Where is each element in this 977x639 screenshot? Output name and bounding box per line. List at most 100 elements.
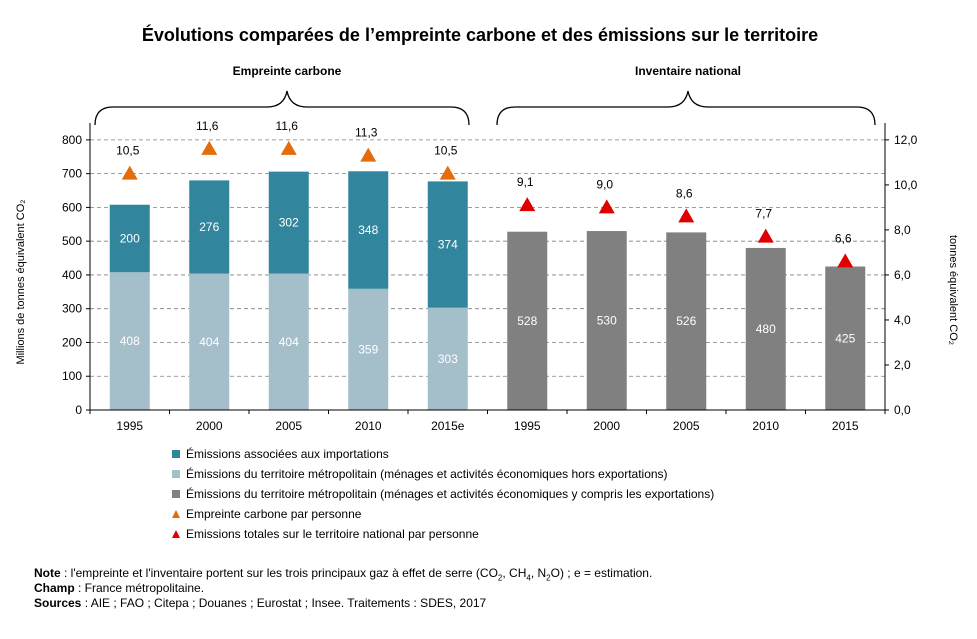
note-text-3: , N — [530, 566, 547, 580]
bar-value-label: 526 — [676, 314, 696, 328]
bar-value-label: 530 — [597, 314, 617, 328]
note-line: Note : l'empreinte et l'inventaire porte… — [34, 566, 653, 583]
bar-value-label: 480 — [756, 322, 776, 336]
y-right-tick-label: 6,0 — [894, 268, 911, 282]
y-left-tick-label: 800 — [62, 133, 82, 147]
champ-text: : France métropolitaine. — [74, 581, 205, 595]
bar — [109, 204, 150, 273]
bar — [507, 231, 548, 410]
legend-label-territoire-avec-export: Émissions du territoire métropolitain (m… — [186, 487, 715, 501]
y-left-tick-label: 600 — [62, 200, 82, 214]
bar — [666, 232, 707, 410]
bar-value-label: 404 — [279, 335, 299, 349]
y-right-tick-label: 8,0 — [894, 223, 911, 237]
triangle-marker — [280, 140, 297, 155]
bar-value-label: 374 — [438, 238, 458, 252]
bar-value-label: 404 — [199, 335, 219, 349]
champ-line: Champ : France métropolitaine. — [34, 581, 652, 596]
y-right-tick-label: 4,0 — [894, 313, 911, 327]
sources-line: Sources : AIE ; FAO ; Citepa ; Douanes ;… — [34, 596, 652, 611]
marker-value-label: 8,6 — [676, 186, 693, 200]
bar-value-label: 303 — [438, 352, 458, 366]
x-tick-label: 2010 — [752, 419, 779, 433]
bar — [427, 181, 468, 308]
note-text-2: , CH — [502, 566, 527, 580]
legend-label-empreinte-par-personne: Empreinte carbone par personne — [186, 507, 362, 521]
bar-value-label: 425 — [835, 331, 855, 345]
marker-value-label: 7,7 — [755, 207, 772, 221]
bar-value-label: 302 — [279, 216, 299, 230]
y-left-tick-label: 300 — [62, 302, 82, 316]
bar — [268, 273, 309, 410]
bar-value-label: 408 — [120, 334, 140, 348]
y-axis-left-label: Millions de tonnes équivalent CO₂ — [15, 199, 27, 364]
y-left-tick-label: 200 — [62, 335, 82, 349]
marker-value-label: 11,6 — [276, 119, 299, 133]
y-left-tick-label: 0 — [75, 403, 82, 417]
legend-item-empreinte-par-personne: Empreinte carbone par personne — [172, 504, 714, 524]
legend-item-territoire-hors-export: Émissions du territoire métropolitain (m… — [172, 464, 714, 484]
bar — [109, 272, 150, 410]
x-tick-label: 1995 — [514, 419, 541, 433]
bar-value-label: 200 — [120, 231, 140, 245]
bar — [825, 266, 866, 410]
y-left-tick-label: 100 — [62, 369, 82, 383]
x-tick-label: 2010 — [355, 419, 382, 433]
note-sub-2: 4 — [526, 573, 531, 583]
triangle-marker — [360, 147, 377, 162]
y-right-tick-label: 0,0 — [894, 403, 911, 417]
note-sub-1: 2 — [497, 573, 503, 583]
x-tick-label: 2015 — [832, 419, 859, 433]
y-right-tick-label: 2,0 — [894, 358, 911, 372]
legend-swatch-territoire-avec-export — [172, 490, 180, 498]
marker-value-label: 9,0 — [596, 177, 613, 191]
champ-label: Champ — [34, 581, 75, 595]
marker-value-label: 9,1 — [517, 175, 534, 189]
bar — [189, 273, 230, 410]
y-right-tick-label: 10,0 — [894, 178, 918, 192]
legend-item-emissions-par-personne: Emissions totales sur le territoire nati… — [172, 524, 714, 544]
bar-value-label: 348 — [358, 223, 378, 237]
note-text-1: : l'empreinte et l'inventaire portent su… — [60, 566, 498, 580]
sources-text: : AIE ; FAO ; Citepa ; Douanes ; Eurosta… — [81, 596, 487, 610]
marker-value-label: 10,5 — [434, 144, 458, 158]
note-text-4: O) ; e = estimation. — [550, 566, 653, 580]
marker-value-label: 10,5 — [116, 144, 140, 158]
triangle-marker — [757, 228, 774, 243]
marker-value-label: 6,6 — [835, 231, 852, 245]
legend-label-imports: Émissions associées aux importations — [186, 447, 389, 461]
legend: Émissions associées aux importations Émi… — [172, 444, 714, 544]
bar — [189, 180, 230, 274]
y-axis-right-label: tonnes équivalent CO₂ — [947, 235, 959, 345]
note-label: Note — [34, 566, 61, 580]
legend-item-territoire-avec-export: Émissions du territoire métropolitain (m… — [172, 484, 714, 504]
x-tick-label: 2000 — [196, 419, 223, 433]
bar-value-label: 359 — [358, 342, 378, 356]
x-tick-label: 2000 — [593, 419, 620, 433]
triangle-marker — [201, 140, 218, 155]
group-label-empreinte: Empreinte carbone — [233, 64, 342, 78]
triangle-marker — [121, 165, 138, 180]
bar — [268, 171, 309, 274]
x-tick-label: 2015e — [431, 419, 465, 433]
legend-triangle-red-icon — [172, 530, 180, 538]
x-tick-label: 2005 — [673, 419, 700, 433]
bar — [745, 247, 786, 410]
triangle-marker — [519, 197, 536, 212]
bar-value-label: 276 — [199, 220, 219, 234]
note-sub-3: 2 — [546, 573, 551, 583]
bar — [586, 231, 627, 410]
x-tick-label: 1995 — [116, 419, 143, 433]
triangle-marker — [598, 199, 615, 214]
triangle-marker — [439, 165, 456, 180]
triangle-marker — [837, 253, 854, 268]
legend-swatch-territoire-hors-export — [172, 470, 180, 478]
marker-value-label: 11,3 — [355, 126, 378, 140]
bar — [348, 288, 389, 410]
y-right-tick-label: 12,0 — [894, 133, 918, 147]
brace-empreinte — [94, 90, 470, 126]
sources-label: Sources — [34, 596, 82, 610]
bar-value-label: 528 — [517, 314, 537, 328]
chart: Évolutions comparées de l’empreinte carb… — [15, 24, 959, 433]
y-left-tick-label: 500 — [62, 234, 82, 248]
